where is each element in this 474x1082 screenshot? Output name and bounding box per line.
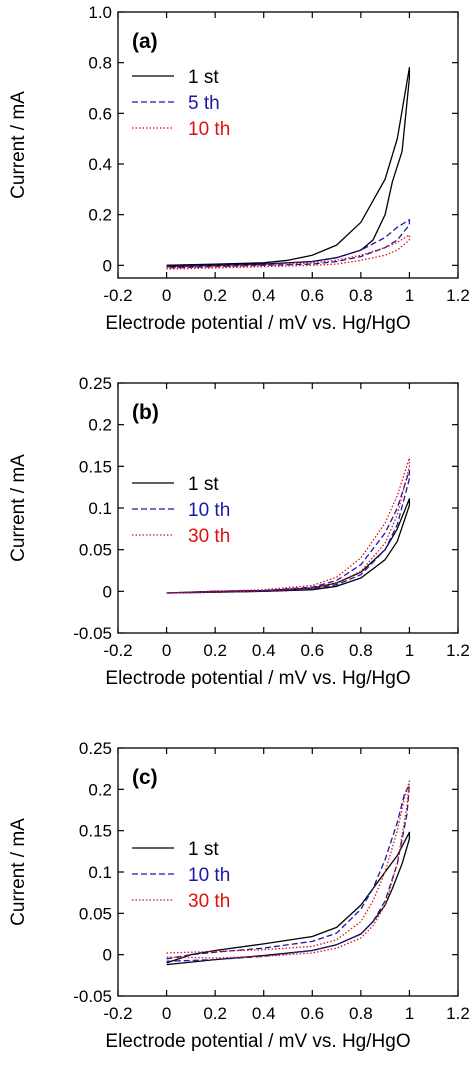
y-tick-label: 0.4 — [88, 155, 112, 174]
x-tick-label: 1.2 — [446, 641, 470, 660]
x-tick-label: 0.4 — [252, 1004, 276, 1023]
x-tick-label: -0.2 — [103, 1004, 132, 1023]
series-line — [166, 784, 411, 962]
x-tick-label: 1 — [405, 1004, 414, 1023]
y-tick-label: 0.2 — [88, 416, 112, 435]
x-tick-label: 0.8 — [349, 641, 373, 660]
x-tick-label: 1 — [405, 286, 414, 305]
y-tick-label: 0.1 — [88, 863, 112, 882]
x-tick-label: 0.8 — [349, 1004, 373, 1023]
y-tick-label: 0.05 — [79, 541, 112, 560]
series-line — [166, 457, 411, 594]
plot-frame — [117, 11, 459, 279]
x-tick-label: -0.2 — [103, 641, 132, 660]
series-line — [166, 219, 411, 269]
x-tick-label: 0.2 — [203, 286, 227, 305]
x-tick-label: 0.2 — [203, 1004, 227, 1023]
x-tick-label: 0.8 — [349, 286, 373, 305]
y-tick-label: 0 — [103, 946, 112, 965]
legend-entry: 5 th — [188, 93, 220, 114]
series-line — [166, 234, 411, 270]
x-tick-label: 0.6 — [300, 286, 324, 305]
x-axis-label: Electrode potential / mV vs. Hg/HgO — [105, 1031, 410, 1052]
x-tick-label: 0 — [162, 1004, 171, 1023]
x-tick-label: 1.2 — [446, 286, 470, 305]
x-tick-label: 1.2 — [446, 1004, 470, 1023]
legend-entry: 10 th — [188, 500, 230, 521]
y-tick-label: 0.2 — [88, 780, 112, 799]
y-tick-label: 0 — [103, 582, 112, 601]
panel-a: -0.2 0 0.2 0.4 0.6 0.8 1 1.2 0 0.2 0.4 0.6 0.8 1.0 Ele… — [8, 3, 470, 334]
y-tick-label: 0.25 — [79, 374, 112, 393]
y-tick-label: 0.15 — [79, 457, 112, 476]
legend-entry: 10 th — [188, 119, 230, 140]
panel-b: -0.2 0 0.2 0.4 0.6 0.8 1 1.2 -0.05 0 0.05 0.1 0.15 0.… — [8, 374, 470, 689]
y-tick-label: 0.6 — [88, 104, 112, 123]
plot-frame — [117, 382, 459, 634]
y-tick-label: 1.0 — [88, 3, 112, 22]
y-axis-label: Current / mA — [8, 818, 29, 926]
series-line — [166, 780, 411, 959]
x-tick-label: 0.2 — [203, 641, 227, 660]
y-tick-label: -0.05 — [73, 987, 112, 1006]
x-tick-label: 0.6 — [300, 1004, 324, 1023]
x-axis-label: Electrode potential / mV vs. Hg/HgO — [105, 668, 410, 689]
y-tick-label: 0.25 — [79, 739, 112, 758]
panel-label: (b) — [132, 401, 159, 424]
legend-entry: 1 st — [188, 474, 219, 495]
x-tick-label: -0.2 — [103, 286, 132, 305]
y-tick-label: 0.05 — [79, 904, 112, 923]
y-axis-label: Current / mA — [8, 454, 29, 562]
legend-entry: 10 th — [188, 865, 230, 886]
x-tick-label: 0 — [162, 286, 171, 305]
x-tick-label: 0.6 — [300, 641, 324, 660]
y-axis-label: Current / mA — [8, 91, 29, 199]
x-tick-label: 0.4 — [252, 641, 276, 660]
series-line — [166, 469, 411, 594]
y-tick-label: 0.8 — [88, 54, 112, 73]
panel-c: -0.2 0 0.2 0.4 0.6 0.8 1 1.2 -0.05 0 0.05 0.1 0.15 0.… — [8, 739, 470, 1052]
y-tick-label: -0.05 — [73, 624, 112, 643]
y-tick-label: 0.15 — [79, 822, 112, 841]
x-tick-label: 0 — [162, 641, 171, 660]
y-tick-label: 0.1 — [88, 499, 112, 518]
panel-label: (c) — [132, 766, 158, 789]
y-tick-label: 0 — [103, 256, 112, 275]
x-tick-label: 0.4 — [252, 286, 276, 305]
panel-label: (a) — [132, 30, 158, 53]
x-tick-label: 1 — [405, 641, 414, 660]
y-tick-label: 0.2 — [88, 206, 112, 225]
legend-entry: 1 st — [188, 67, 219, 88]
legend-entry: 1 st — [188, 839, 219, 860]
legend-entry: 30 th — [188, 891, 230, 912]
legend-entry: 30 th — [188, 526, 230, 547]
x-axis-label: Electrode potential / mV vs. Hg/HgO — [105, 313, 410, 334]
